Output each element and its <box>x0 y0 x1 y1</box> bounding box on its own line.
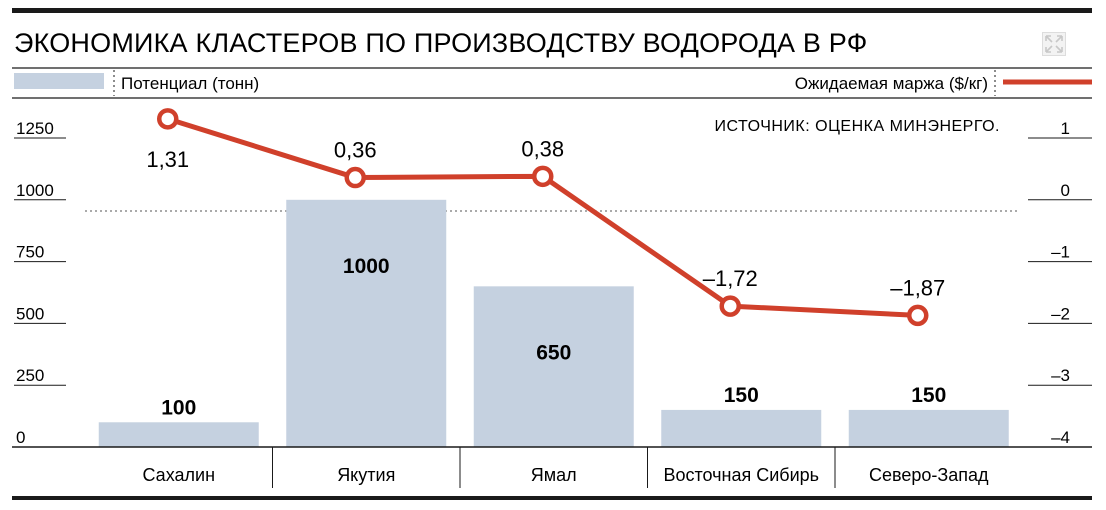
left-tick-label: 250 <box>16 366 44 385</box>
line-series <box>157 108 929 327</box>
bar <box>661 409 822 447</box>
margin-point <box>719 295 741 317</box>
category-label: Северо-Запад <box>869 465 989 485</box>
bar-labels: 100 1000 650 150 150 <box>161 255 946 419</box>
left-tick-label: 750 <box>16 243 44 262</box>
bar <box>286 199 447 447</box>
legend-line-label: Ожидаемая маржа ($/кг) <box>795 74 988 93</box>
right-axis: –4 –3 –2 –1 0 1 <box>1028 119 1092 447</box>
category-labels: Сахалин Якутия Ямал Восточная Сибирь Северо-… <box>142 447 989 488</box>
right-tick-label: –1 <box>1051 243 1070 262</box>
top-rule <box>12 8 1092 13</box>
bottom-rule <box>12 496 1092 500</box>
left-axis: 0 250 500 750 1000 1250 <box>14 119 66 447</box>
bar <box>473 286 634 447</box>
margin-point <box>344 166 366 189</box>
chart-title: ЭКОНОМИКА КЛАСТЕРОВ ПО ПРОИЗВОДСТВУ ВОДО… <box>14 28 867 58</box>
bar-data-label: 1000 <box>343 255 390 278</box>
bar-series <box>98 199 1009 447</box>
bar-data-label: 650 <box>536 341 571 364</box>
left-tick-label: 0 <box>16 428 25 447</box>
right-tick-label: 0 <box>1061 181 1070 200</box>
left-tick-label: 1000 <box>16 181 54 200</box>
source-note: ИСТОЧНИК: ОЦЕНКА МИНЭНЕРГО. <box>715 118 1000 135</box>
left-tick-label: 500 <box>16 304 44 323</box>
right-tick-label: 1 <box>1061 119 1070 138</box>
margin-point <box>532 165 554 188</box>
right-tick-label: –3 <box>1051 366 1070 385</box>
bar <box>98 422 259 447</box>
category-label: Ямал <box>531 465 577 485</box>
bar <box>848 409 1009 447</box>
margin-point <box>907 304 929 327</box>
bar-data-label: 100 <box>161 396 196 419</box>
right-tick-label: –4 <box>1051 428 1070 447</box>
margin-data-label: 0,36 <box>334 138 377 163</box>
category-label: Восточная Сибирь <box>663 465 819 485</box>
left-tick-label: 1250 <box>16 119 54 138</box>
margin-data-label: –1,72 <box>703 266 758 291</box>
expand-icon[interactable] <box>1042 32 1066 56</box>
legend-bar-label: Потенциал (тонн) <box>121 74 259 93</box>
line-labels: 1,31 0,36 0,38 –1,72 –1,87 <box>146 136 945 300</box>
margin-data-label: 1,31 <box>146 147 189 172</box>
margin-point <box>157 108 179 130</box>
legend-bar-swatch <box>14 73 104 89</box>
right-tick-label: –2 <box>1051 304 1070 323</box>
bar-data-label: 150 <box>911 384 946 407</box>
category-label: Сахалин <box>142 465 215 485</box>
category-label: Якутия <box>337 465 395 485</box>
margin-data-label: –1,87 <box>890 275 945 300</box>
margin-data-label: 0,38 <box>521 136 564 161</box>
bar-data-label: 150 <box>724 384 759 407</box>
